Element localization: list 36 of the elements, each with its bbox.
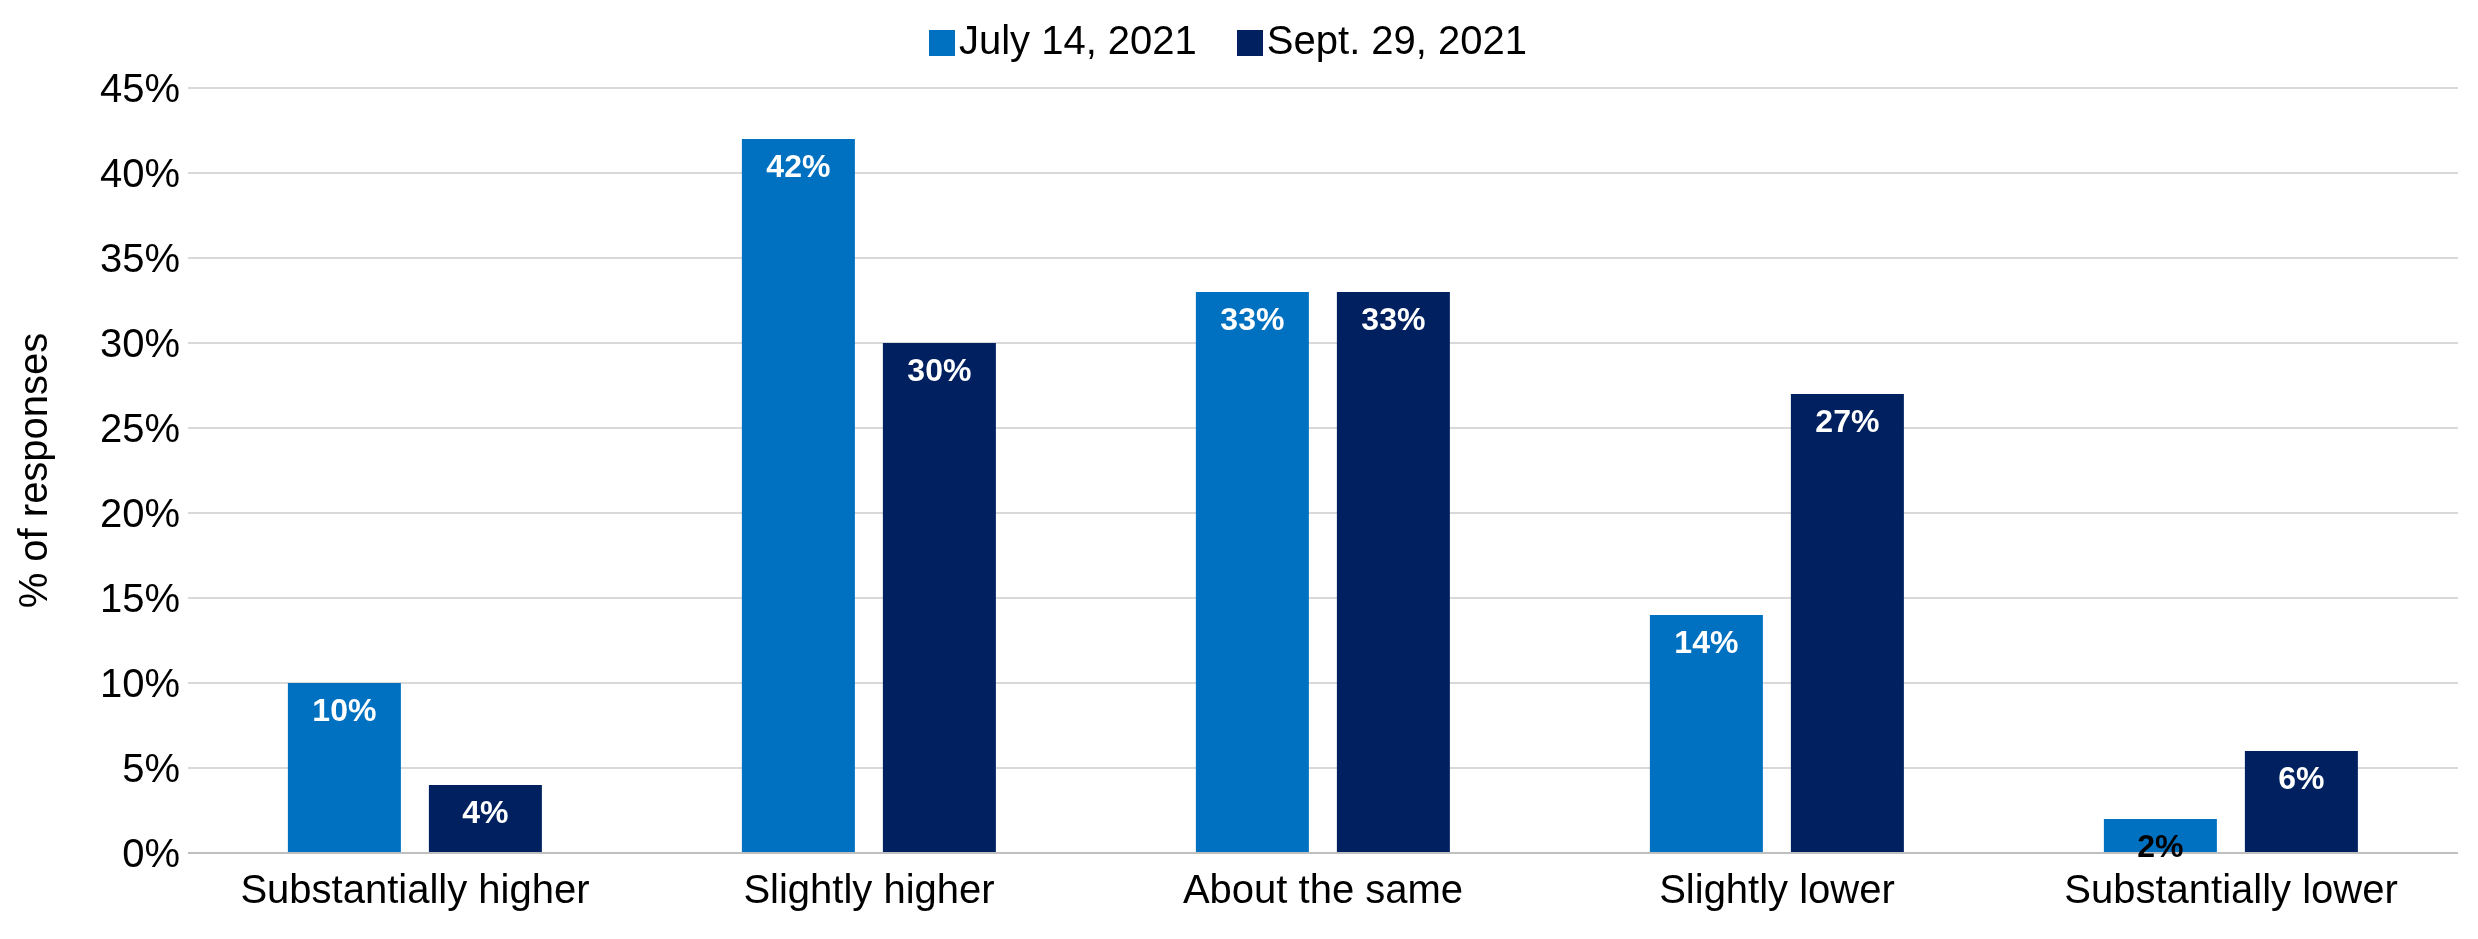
data-label: 33% (1361, 301, 1426, 338)
y-tick-label: 20% (99, 491, 180, 536)
y-tick-label: 5% (122, 746, 180, 791)
bar (1336, 292, 1450, 853)
x-tick-label: Slightly higher (743, 867, 995, 912)
bar (428, 785, 542, 853)
x-tick-label: Substantially lower (2064, 867, 2398, 912)
bar (2244, 751, 2358, 853)
data-label: 27% (1815, 403, 1880, 440)
bar (287, 683, 401, 853)
legend-label: Sept. 29, 2021 (1266, 18, 1528, 62)
y-tick-label: 45% (99, 66, 180, 111)
x-tick-label: Substantially higher (240, 867, 590, 912)
y-tick-label: 40% (99, 151, 180, 196)
y-axis-title: % of responses (11, 332, 56, 609)
bar (1790, 394, 1904, 853)
bar (1649, 615, 1763, 853)
data-label: 30% (907, 352, 972, 389)
y-tick-label: 15% (99, 576, 180, 621)
x-tick-label: Slightly lower (1659, 867, 1895, 912)
data-label: 4% (462, 794, 509, 831)
y-tick-label: 30% (99, 321, 180, 366)
y-tick-label: 0% (122, 831, 180, 876)
data-label: 10% (312, 692, 377, 729)
bar (1195, 292, 1309, 853)
legend-label: July 14, 2021 (958, 18, 1197, 62)
y-tick-label: 25% (99, 406, 180, 451)
data-label: 42% (766, 148, 831, 185)
y-tick-label: 10% (99, 661, 180, 706)
data-label: 6% (2278, 760, 2325, 797)
data-label: 14% (1674, 624, 1739, 661)
x-tick-label: About the same (1182, 867, 1464, 912)
data-label: 33% (1220, 301, 1285, 338)
bar (741, 139, 855, 853)
bar (882, 343, 996, 853)
y-tick-label: 35% (99, 236, 180, 281)
